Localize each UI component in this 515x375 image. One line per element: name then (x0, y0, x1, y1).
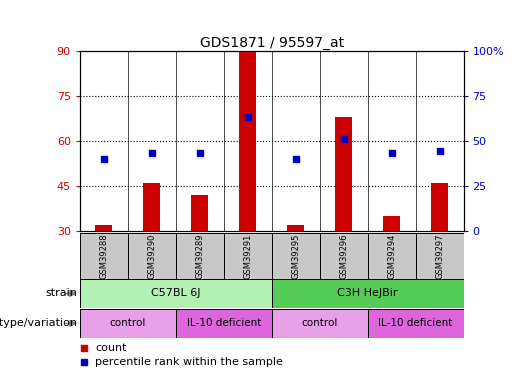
Text: genotype/variation: genotype/variation (0, 318, 77, 328)
Bar (80, 232, 128, 279)
Bar (224, 232, 272, 279)
Bar (287, 225, 304, 231)
Bar (272, 309, 368, 338)
Text: C3H HeJBir: C3H HeJBir (337, 288, 398, 298)
Bar (143, 183, 160, 231)
Text: control: control (110, 318, 146, 328)
Bar (80, 309, 176, 338)
Text: GSM39289: GSM39289 (195, 233, 204, 279)
Text: count: count (95, 343, 127, 353)
Bar (416, 232, 464, 279)
Bar (192, 195, 208, 231)
Text: GSM39291: GSM39291 (243, 233, 252, 279)
Bar (239, 51, 256, 231)
Text: control: control (301, 318, 338, 328)
Text: GSM39297: GSM39297 (435, 233, 444, 279)
Title: GDS1871 / 95597_at: GDS1871 / 95597_at (200, 36, 344, 50)
Text: IL-10 deficient: IL-10 deficient (379, 318, 453, 328)
Bar (80, 279, 272, 308)
Text: percentile rank within the sample: percentile rank within the sample (95, 357, 283, 368)
Text: strain: strain (45, 288, 77, 298)
Bar (335, 117, 352, 231)
Bar (368, 232, 416, 279)
Text: GSM39296: GSM39296 (339, 233, 348, 279)
Bar (431, 183, 448, 231)
Bar (368, 309, 464, 338)
Bar (272, 279, 464, 308)
Bar (176, 232, 224, 279)
Bar (128, 232, 176, 279)
Text: C57BL 6J: C57BL 6J (151, 288, 200, 298)
Text: GSM39294: GSM39294 (387, 233, 396, 279)
Text: IL-10 deficient: IL-10 deficient (186, 318, 261, 328)
Text: GSM39295: GSM39295 (291, 233, 300, 279)
Bar (272, 232, 320, 279)
Text: GSM39290: GSM39290 (147, 233, 156, 279)
Bar (176, 309, 272, 338)
Bar (95, 225, 112, 231)
Bar (383, 216, 400, 231)
Text: GSM39288: GSM39288 (99, 233, 108, 279)
Bar (320, 232, 368, 279)
